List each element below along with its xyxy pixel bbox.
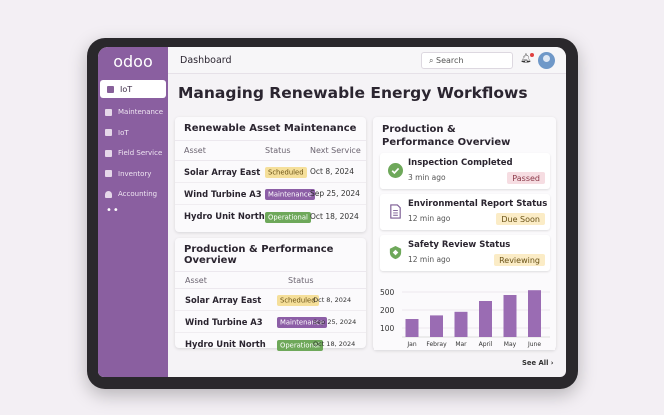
status-badge: Operational <box>277 339 323 351</box>
sidebar-item-label: Field Service <box>118 149 163 157</box>
clipboard-icon <box>105 149 112 157</box>
x-tick-label: May <box>504 341 517 348</box>
y-tick-label: 100 <box>380 324 395 333</box>
avatar[interactable] <box>538 52 555 69</box>
table-row[interactable]: Wind Turbine A3 Maintenance Sep 25, 2024 <box>175 183 366 205</box>
table-row[interactable]: Hydro Unit North Operational Oct 18, 2024 <box>175 333 366 355</box>
sidebar-item-label: Accounting <box>118 190 158 198</box>
bar <box>503 295 517 337</box>
table-header: Asset Status <box>175 271 366 289</box>
sidebar-item-label: Inventory <box>118 169 152 178</box>
col-asset: Asset <box>184 146 206 155</box>
odoo-logo: odoo <box>113 52 153 71</box>
search-placeholder: Search <box>436 56 464 65</box>
chip-icon <box>105 129 112 136</box>
user-icon <box>105 190 112 198</box>
document-icon <box>388 204 403 219</box>
y-tick-label: 200 <box>380 306 395 315</box>
x-tick-label: June <box>527 341 541 348</box>
status-badge: Due Soon <box>496 213 545 225</box>
production-table-card: Production & Performance Overview Asset … <box>175 238 366 351</box>
table-row[interactable]: Solar Array East Scheduled Oct 8, 2024 <box>175 289 366 311</box>
status-badge: Passed <box>507 172 545 184</box>
iot-icon <box>107 85 114 93</box>
activity-item[interactable]: Inspection Completed 3 min ago Passed <box>380 153 550 189</box>
next-service-date: Oct 8, 2024 <box>313 295 352 304</box>
asset-name: Solar Array East <box>184 166 261 177</box>
activity-time: 12 min ago <box>408 255 451 264</box>
x-tick-label: Jan <box>406 341 416 348</box>
col-status: Status <box>265 146 291 155</box>
col-status: Status <box>288 275 314 285</box>
asset-name: Wind Turbine A3 <box>184 188 262 199</box>
status-badge: Operational <box>265 211 311 223</box>
sidebar-item-iot[interactable]: IoT <box>100 80 166 98</box>
box-icon <box>105 170 112 177</box>
sidebar: odoo IoT Maintenance IoT Field Service I… <box>98 47 168 377</box>
maintenance-card: Renewable Asset Maintenance Asset Status… <box>175 117 366 232</box>
bar <box>479 301 492 337</box>
bar <box>430 315 443 337</box>
bar <box>454 311 468 337</box>
activity-item[interactable]: Safety Review Status 12 min ago Reviewing <box>380 235 550 271</box>
table-row[interactable]: Solar Array East Scheduled Oct 8, 2024 <box>175 161 366 183</box>
col-asset: Asset <box>185 275 207 285</box>
status-badge: Scheduled <box>265 167 307 178</box>
status-badge: Scheduled <box>277 295 319 306</box>
sidebar-item-accounting[interactable]: Accounting <box>98 184 168 204</box>
building-icon <box>105 108 112 116</box>
status-badge: Maintenance <box>265 189 315 200</box>
table-header: Asset Status Next Service <box>175 140 366 161</box>
status-badge: Maintenance <box>277 317 327 328</box>
table-row[interactable]: Hydro Unit North Operational Oct 18, 2024 <box>175 205 366 227</box>
x-tick-label: April <box>479 341 493 348</box>
topbar: Dashboard ⌕ Search 🔔︎ <box>168 47 566 74</box>
see-all-link[interactable]: See All › <box>522 359 554 367</box>
next-service-date: Oct 18, 2024 <box>313 340 356 348</box>
search-icon: ⌕ <box>429 56 437 65</box>
status-badge: Reviewing <box>494 254 545 266</box>
bell-icon[interactable]: 🔔︎ <box>520 53 535 64</box>
sidebar-item-iot-2[interactable]: IoT <box>98 123 168 143</box>
check-circle-icon <box>388 163 403 178</box>
asset-name: Hydro Unit North <box>185 339 266 349</box>
bar <box>405 319 419 337</box>
production-chart: 100 200 500 Jan Febray Mar April May June <box>374 284 555 350</box>
x-tick-label: Febray <box>426 341 447 348</box>
next-service-date: Oct 18, 2024 <box>310 211 359 221</box>
bar <box>528 290 541 337</box>
activity-item[interactable]: Environmental Report Status 12 min ago Due… <box>380 194 550 230</box>
next-service-date: Oct 8, 2024 <box>310 167 354 176</box>
asset-name: Solar Array East <box>185 294 262 305</box>
app-screen: odoo IoT Maintenance IoT Field Service I… <box>98 47 566 377</box>
activity-title: Inspection Completed <box>408 158 513 168</box>
sidebar-item-inventory[interactable]: Inventory <box>98 164 168 184</box>
sidebar-item-label: IoT <box>120 84 133 94</box>
card-title: Production & Performance Overview <box>382 124 511 148</box>
shield-icon <box>388 245 403 260</box>
activity-title: Environmental Report Status <box>408 199 548 209</box>
breadcrumb[interactable]: Dashboard <box>180 55 232 66</box>
asset-name: Wind Turbine A3 <box>185 316 263 327</box>
card-title: Production & Performance Overview <box>184 244 334 266</box>
sidebar-item-field-service[interactable]: Field Service <box>98 143 168 163</box>
sidebar-item-label: IoT <box>118 128 129 137</box>
page-title: Managing Renewable Energy Workflows <box>178 84 528 102</box>
table-row[interactable]: Wind Turbine A3 Maintenance Sep 25, 2024 <box>175 311 366 333</box>
search-input[interactable]: ⌕ Search <box>421 52 513 69</box>
activity-time: 12 min ago <box>408 214 451 223</box>
next-service-date: Sep 25, 2024 <box>313 317 357 326</box>
asset-name: Hydro Unit North <box>184 211 265 221</box>
activity-title: Safety Review Status <box>408 240 511 250</box>
sidebar-item-maintenance[interactable]: Maintenance <box>98 102 168 122</box>
card-title: Renewable Asset Maintenance <box>184 123 357 134</box>
sidebar-item-label: Maintenance <box>118 108 164 116</box>
notification-dot <box>530 53 535 57</box>
next-service-date: Sep 25, 2024 <box>310 189 360 198</box>
x-tick-label: Mar <box>455 341 467 348</box>
activity-time: 3 min ago <box>408 173 446 182</box>
col-next-service: Next Service <box>310 146 361 155</box>
more-apps-icon[interactable]: •• <box>106 204 120 216</box>
y-tick-label: 500 <box>380 288 395 297</box>
